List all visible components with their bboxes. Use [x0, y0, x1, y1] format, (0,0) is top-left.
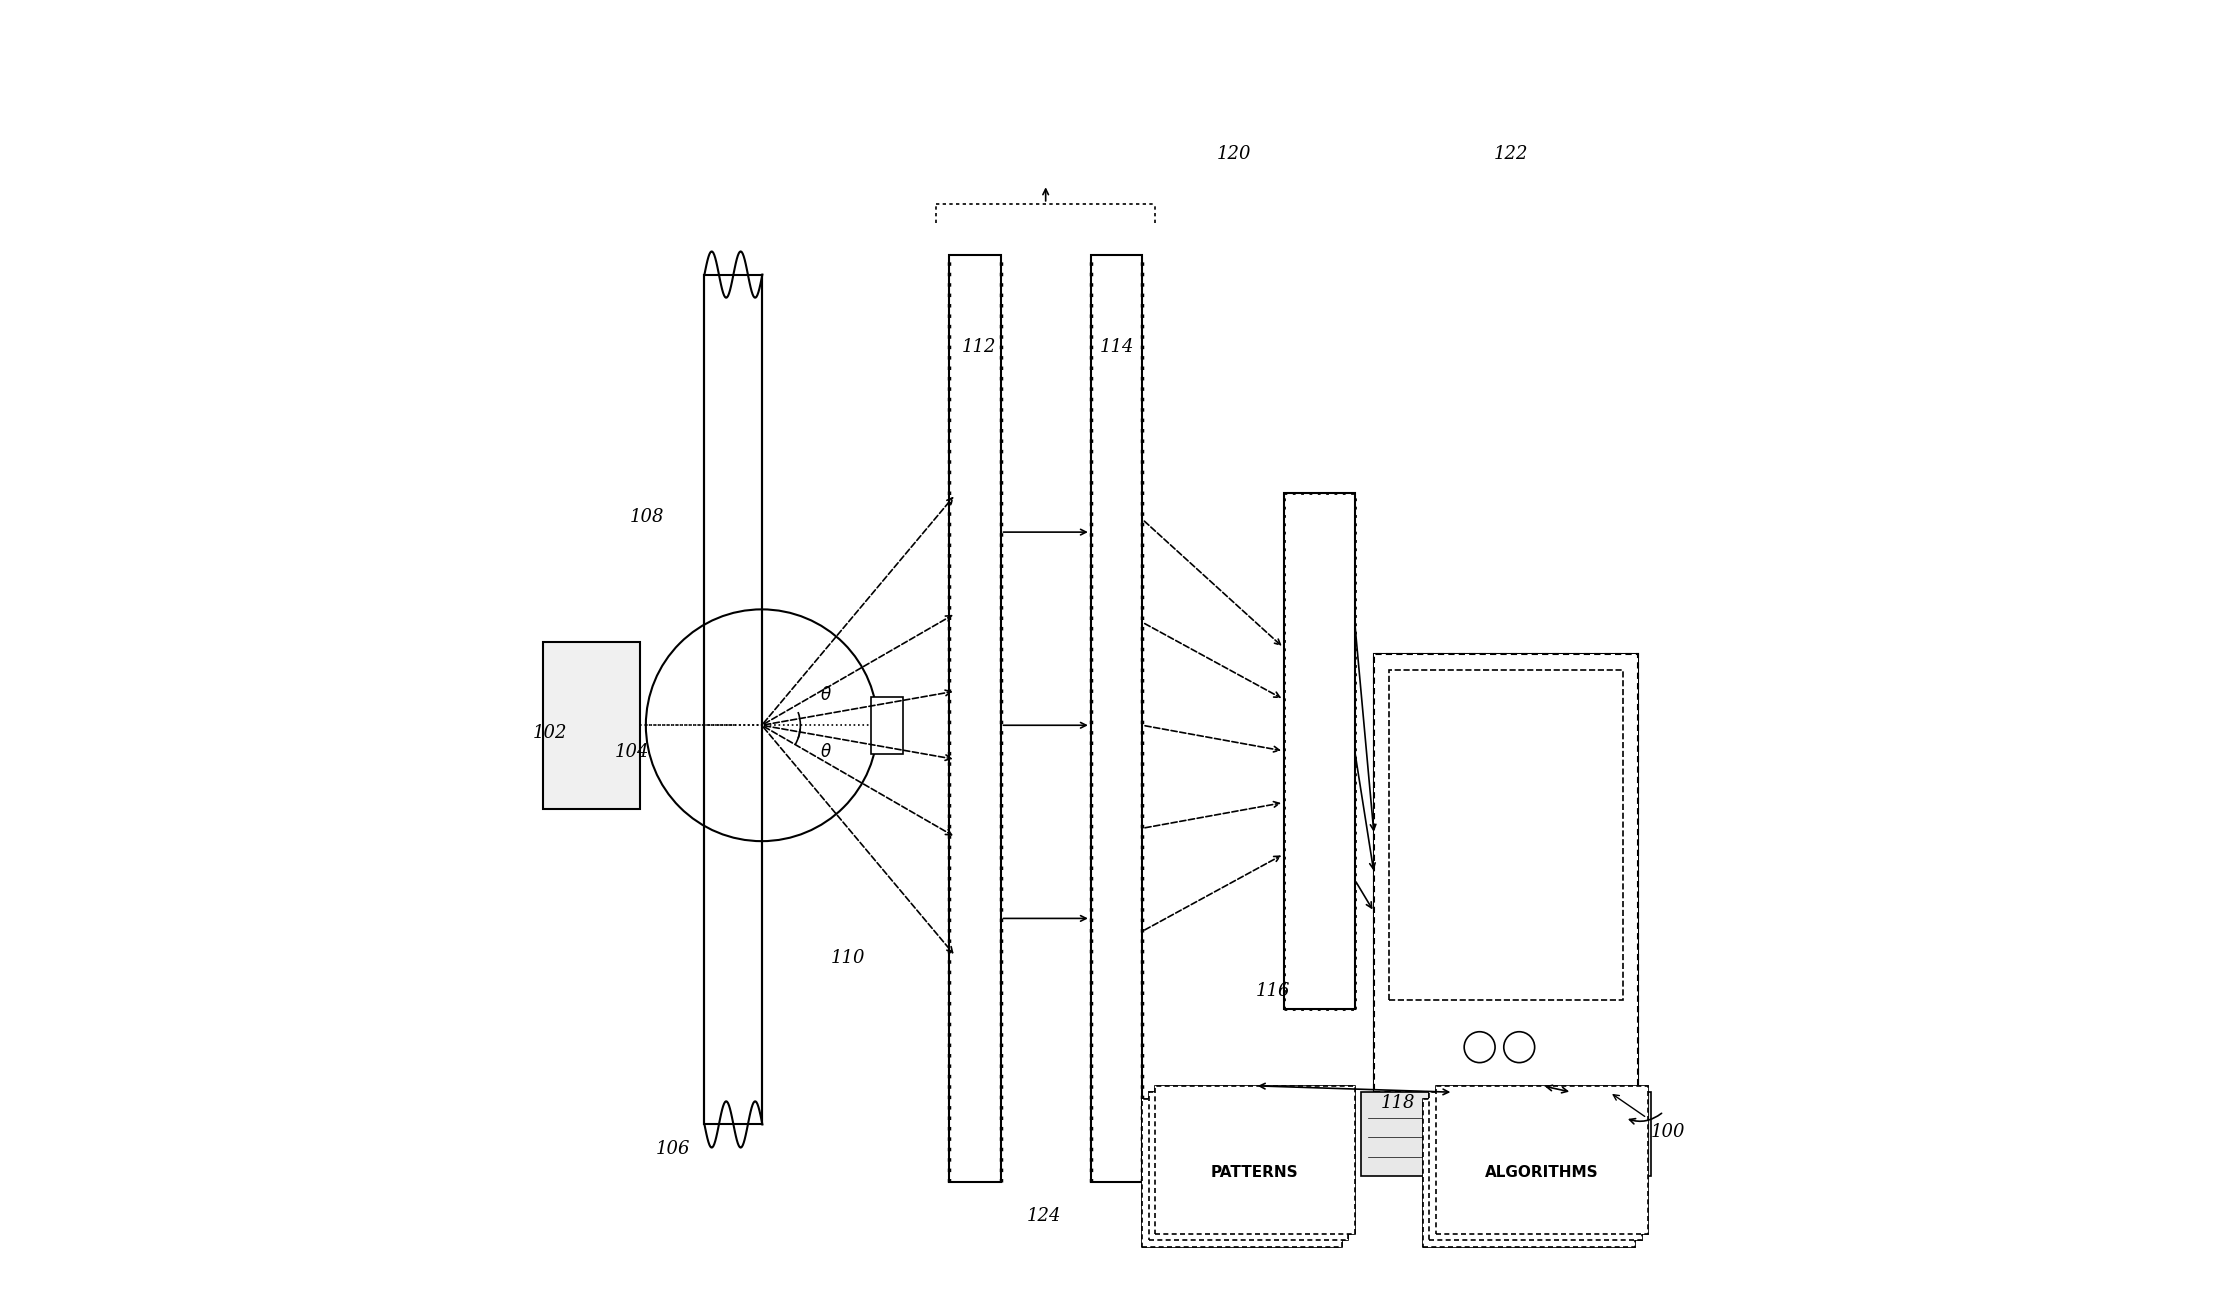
FancyBboxPatch shape [1090, 255, 1143, 1182]
FancyBboxPatch shape [1429, 1093, 1641, 1240]
FancyBboxPatch shape [1362, 1093, 1650, 1175]
Text: 112: 112 [962, 338, 996, 356]
Text: 104: 104 [614, 744, 650, 762]
FancyBboxPatch shape [1148, 1093, 1349, 1240]
FancyBboxPatch shape [871, 697, 904, 753]
Text: $\theta$: $\theta$ [820, 744, 831, 762]
FancyBboxPatch shape [1389, 670, 1623, 999]
FancyBboxPatch shape [1436, 1086, 1648, 1234]
FancyBboxPatch shape [1429, 1093, 1641, 1240]
Text: 116: 116 [1255, 981, 1291, 999]
FancyBboxPatch shape [1373, 654, 1639, 1093]
Text: 124: 124 [1027, 1207, 1061, 1225]
FancyBboxPatch shape [949, 255, 1000, 1182]
Text: 108: 108 [630, 508, 663, 526]
Text: 120: 120 [1217, 145, 1250, 163]
FancyBboxPatch shape [1154, 1086, 1355, 1234]
Text: 114: 114 [1101, 338, 1134, 356]
Text: ALGORITHMS: ALGORITHMS [1485, 1165, 1599, 1181]
Text: 118: 118 [1380, 1094, 1416, 1112]
FancyBboxPatch shape [1284, 494, 1355, 1008]
Text: PATTERNS: PATTERNS [1210, 1165, 1300, 1181]
Text: 106: 106 [657, 1140, 690, 1159]
FancyBboxPatch shape [1143, 1099, 1342, 1247]
FancyBboxPatch shape [543, 642, 641, 809]
FancyBboxPatch shape [1143, 1099, 1342, 1247]
Text: 122: 122 [1494, 145, 1527, 163]
Text: 102: 102 [534, 724, 567, 743]
FancyBboxPatch shape [1422, 1099, 1635, 1247]
FancyBboxPatch shape [1422, 1099, 1635, 1247]
FancyBboxPatch shape [1373, 654, 1639, 1093]
FancyBboxPatch shape [703, 275, 761, 1125]
Text: $\theta$: $\theta$ [820, 686, 831, 704]
Text: 110: 110 [831, 950, 864, 968]
FancyBboxPatch shape [1436, 1086, 1648, 1234]
FancyBboxPatch shape [1154, 1086, 1355, 1234]
Text: 100: 100 [1650, 1124, 1686, 1142]
FancyBboxPatch shape [1148, 1093, 1349, 1240]
